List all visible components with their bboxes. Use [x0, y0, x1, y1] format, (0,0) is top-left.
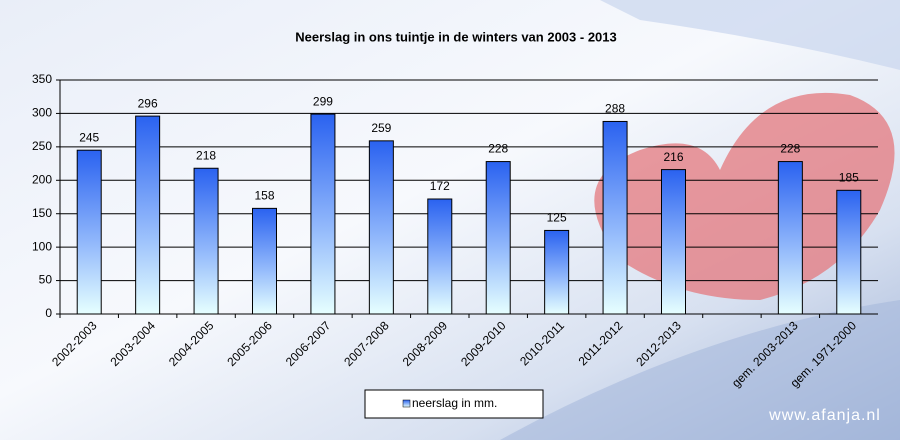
- watermark: www.afanja.nl: [768, 407, 881, 424]
- decor-band: [600, 0, 900, 70]
- legend-box: [364, 389, 544, 419]
- data-label: 216: [663, 150, 683, 164]
- bar: [485, 161, 511, 315]
- bar: [76, 149, 102, 315]
- y-tick-label: 100: [32, 239, 52, 253]
- bar: [368, 140, 394, 315]
- y-tick-label: 250: [32, 139, 52, 153]
- chart-title: Neerslag in ons tuintje in de winters va…: [295, 29, 617, 44]
- y-tick-label: 150: [32, 206, 52, 220]
- bar: [836, 189, 862, 315]
- data-label: 125: [547, 211, 567, 225]
- legend: neerslag in mm.: [364, 389, 544, 419]
- data-label: 218: [196, 148, 216, 162]
- data-label: 288: [605, 102, 625, 116]
- data-label: 228: [488, 142, 508, 156]
- data-label: 172: [430, 179, 450, 193]
- bar: [193, 167, 219, 315]
- bar: [661, 169, 686, 315]
- data-label: 245: [79, 130, 99, 144]
- bar: [252, 207, 277, 315]
- y-tick-label: 50: [39, 273, 53, 287]
- legend-swatch: [402, 399, 411, 408]
- y-tick-label: 0: [45, 306, 52, 320]
- bar: [135, 115, 161, 315]
- bar: [777, 161, 803, 315]
- y-tick-label: 200: [32, 172, 52, 186]
- y-tick-label: 300: [32, 106, 52, 120]
- bar: [427, 198, 453, 315]
- data-label: 299: [313, 94, 333, 108]
- y-tick-label: 350: [32, 72, 52, 86]
- decor-band: [500, 300, 900, 440]
- data-label: 296: [138, 96, 158, 110]
- bar: [310, 113, 336, 315]
- data-label: 185: [839, 170, 859, 184]
- bar: [544, 229, 570, 315]
- legend-label: neerslag in mm.: [412, 396, 497, 410]
- bar: [602, 120, 628, 315]
- data-label: 228: [780, 142, 800, 156]
- data-label: 259: [371, 121, 391, 135]
- data-label: 158: [254, 189, 274, 203]
